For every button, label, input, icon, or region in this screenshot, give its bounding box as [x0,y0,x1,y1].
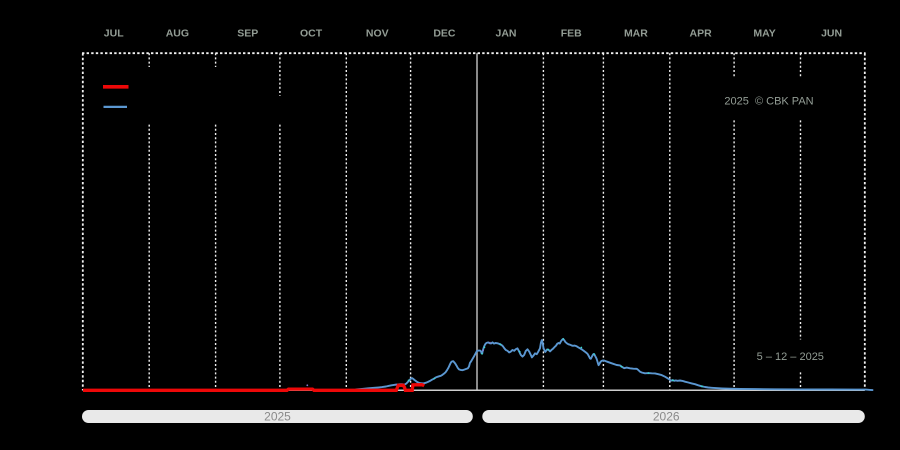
svg-text:2025: 2025 [264,409,291,423]
svg-text:NOV: NOV [366,28,389,40]
svg-text:MAR: MAR [624,28,648,40]
svg-text:DEC: DEC [433,28,456,40]
svg-text:JUN: JUN [821,28,842,40]
svg-text:MAY: MAY [753,28,775,40]
svg-text:OCT: OCT [300,28,323,40]
svg-text:JAN: JAN [495,28,516,40]
svg-text:SEP: SEP [237,28,258,40]
svg-text:5 – 12 – 2025: 5 – 12 – 2025 [757,351,824,363]
svg-text:AUG: AUG [166,28,189,40]
svg-text:2026: 2026 [653,409,680,423]
svg-text:APR: APR [690,28,713,40]
svg-text:FEB: FEB [561,28,582,40]
svg-text:2025 © CBK PAN: 2025 © CBK PAN [724,95,813,107]
svg-text:JUL: JUL [104,28,124,40]
